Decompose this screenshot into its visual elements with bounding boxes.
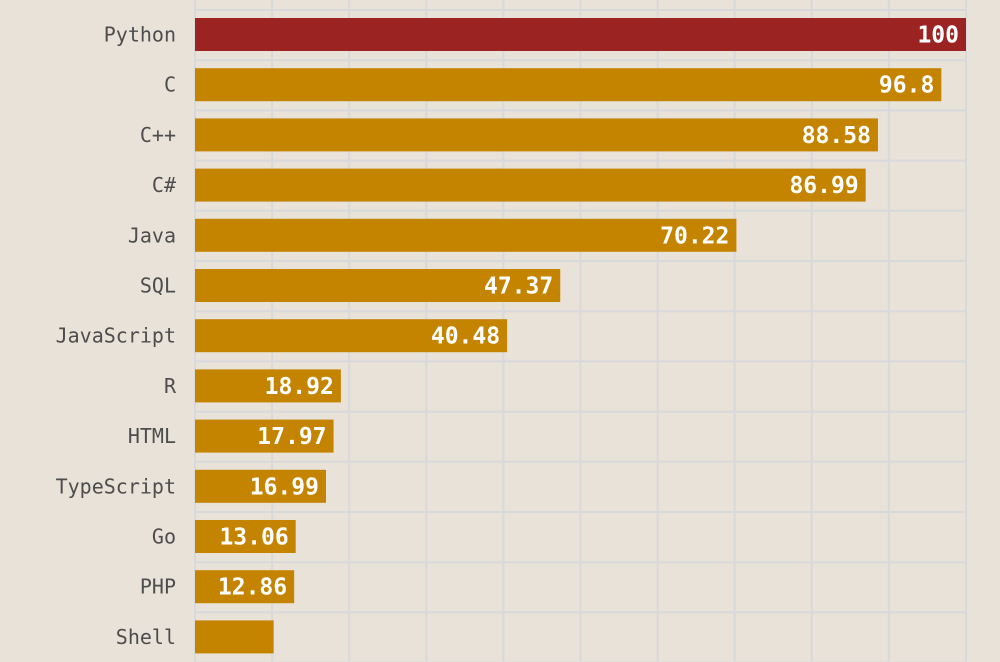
category-label: C#	[152, 173, 176, 197]
category-label: HTML	[128, 424, 176, 448]
value-label: 40.48	[431, 324, 500, 350]
bar-c-	[195, 168, 866, 202]
category-label: SQL	[140, 274, 176, 298]
bar-javascript	[195, 319, 508, 353]
value-label: 12.86	[218, 575, 287, 601]
bar-c-	[195, 118, 878, 152]
value-label: 47.37	[484, 274, 553, 300]
bar-php	[195, 570, 295, 604]
value-label: 96.8	[879, 73, 934, 99]
category-label: R	[164, 374, 177, 398]
bar-r	[195, 369, 341, 403]
bar-python	[195, 18, 966, 51]
bar-go	[195, 520, 296, 553]
bar-java	[195, 218, 737, 252]
category-label: Shell	[116, 625, 176, 649]
category-label: JavaScript	[56, 324, 176, 348]
bar-shell	[195, 620, 274, 654]
bar-sql	[195, 269, 561, 302]
value-label: 17.97	[257, 424, 326, 450]
value-label: 100	[917, 23, 959, 49]
bar-c	[195, 68, 942, 102]
labels-layer: Python 100 C 96.8 C++ 88.58 C# 86.99 Java 70.22 SQ…	[56, 23, 959, 649]
category-label: PHP	[140, 575, 176, 599]
category-label: Java	[128, 223, 176, 247]
value-label: 13.06	[219, 525, 288, 551]
grid-layer	[194, 0, 967, 662]
bars-layer	[195, 18, 966, 654]
category-label: Python	[104, 23, 176, 47]
value-label: 86.99	[789, 173, 858, 199]
category-label: TypeScript	[56, 474, 176, 498]
value-label: 18.92	[265, 374, 334, 400]
category-label: C	[164, 73, 176, 97]
bar-html	[195, 419, 334, 453]
value-label: 70.22	[660, 223, 729, 249]
category-label: C++	[140, 123, 176, 147]
category-label: Go	[152, 525, 176, 549]
bar-typescript	[195, 469, 326, 503]
value-label: 16.99	[250, 474, 319, 500]
value-label: 88.58	[802, 123, 871, 149]
